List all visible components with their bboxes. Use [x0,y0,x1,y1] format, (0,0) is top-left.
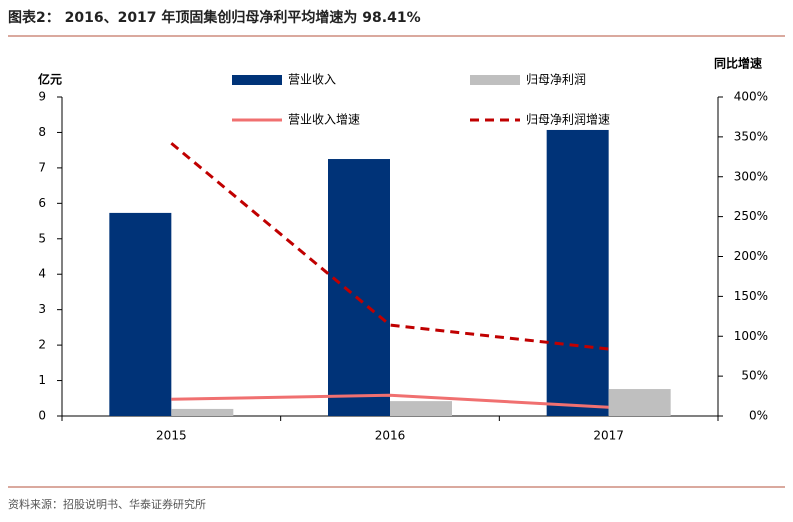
line [170,142,609,351]
y2-tick-label: 100% [734,329,768,343]
y2-tick-label: 200% [734,249,768,263]
y-tick-label: 8 [38,125,46,139]
legend-label: 归母净利润 [526,73,586,87]
y2-tick-label: 350% [734,129,768,143]
y-tick-label: 6 [38,196,46,210]
bar [109,212,172,416]
legend-swatch [232,75,282,85]
y-axis-label: 亿元 [38,72,62,87]
y-tick-label: 5 [38,231,46,245]
y2-tick-label: 150% [734,289,768,303]
y2-tick-label: 50% [741,369,768,383]
legend-swatch [470,75,520,85]
x-tick-label: 2015 [156,429,187,443]
line [171,393,609,409]
y-tick-label: 7 [38,160,46,174]
y-tick-label: 4 [38,267,46,281]
y2-tick-label: 0% [749,409,768,423]
bar [546,129,609,417]
y2-axis-label: 同比增速 [714,56,762,71]
source-note: 资料来源：招股说明书、华泰证券研究所 [8,497,206,511]
y2-tick-label: 300% [734,169,768,183]
y2-tick-label: 400% [734,90,768,104]
chart-title: 图表2： 2016、2017 年顶固集创归母净利平均增速为 98.41% [8,9,421,26]
x-tick-label: 2016 [375,429,406,443]
bar [328,159,390,416]
legend-label: 营业收入 [288,73,336,87]
y-tick-label: 9 [38,90,46,104]
y2-tick-label: 250% [734,209,768,223]
bar [608,389,671,416]
y-tick-label: 0 [38,409,46,423]
legend-label: 营业收入增速 [288,113,360,127]
y-tick-label: 3 [38,302,46,316]
y-tick-label: 1 [38,373,46,387]
x-tick-label: 2017 [593,429,624,443]
bar [390,401,452,416]
y-tick-label: 2 [38,338,46,352]
bar [171,408,234,416]
legend-label: 归母净利润增速 [526,113,610,127]
